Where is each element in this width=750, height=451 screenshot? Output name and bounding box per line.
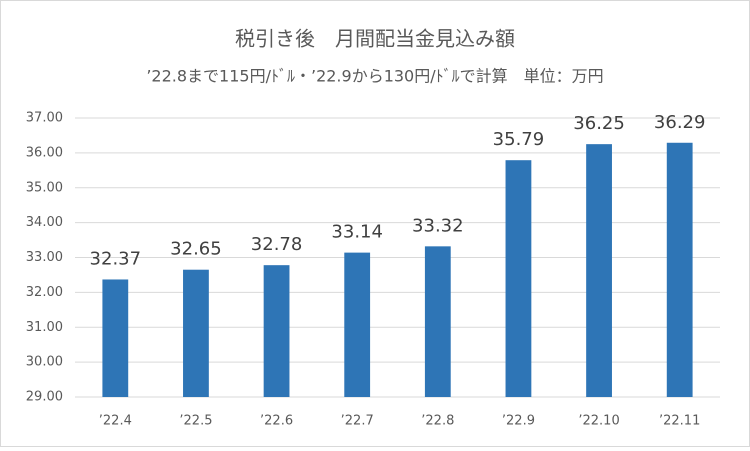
bar (183, 269, 209, 397)
y-tick-label: 34.00 (26, 215, 63, 230)
bar (424, 246, 451, 397)
bar (344, 252, 371, 397)
data-label: 32.78 (251, 234, 303, 255)
chart-title: 税引き後 月間配当金見込み額 (235, 27, 515, 51)
x-tick-label: ’22.7 (341, 414, 374, 429)
y-tick-label: 33.00 (26, 250, 63, 265)
data-label: 32.37 (90, 248, 142, 269)
y-tick-label: 36.00 (26, 145, 63, 160)
bar (505, 160, 532, 397)
bar (586, 144, 612, 397)
y-tick-label: 31.00 (26, 320, 63, 335)
x-tick-label: ’22.8 (421, 414, 454, 429)
y-tick-label: 35.00 (26, 180, 63, 195)
x-tick-label: ’22.11 (659, 414, 700, 429)
y-tick-label: 32.00 (26, 285, 63, 300)
bar (263, 265, 290, 397)
x-tick-label: ’22.4 (99, 414, 132, 429)
x-tick-label: ’22.5 (179, 414, 212, 429)
data-label: 36.25 (573, 113, 625, 134)
y-tick-label: 30.00 (26, 355, 63, 370)
data-label: 35.79 (493, 129, 545, 150)
data-label: 33.32 (412, 215, 464, 236)
chart-subtitle: ’22.8まで115円/ﾄﾞﾙ・’22.9から130円/ﾄﾞﾙで計算 単位：万円 (146, 67, 603, 86)
data-label: 36.29 (654, 112, 706, 133)
x-tick-label: ’22.10 (578, 414, 619, 429)
data-label: 32.65 (170, 239, 222, 260)
y-tick-label: 29.00 (26, 390, 63, 405)
x-tick-label: ’22.9 (502, 414, 535, 429)
y-tick-label: 37.00 (26, 111, 63, 126)
bar (666, 142, 693, 397)
bar (102, 279, 129, 397)
data-label: 33.14 (331, 222, 383, 243)
x-tick-label: ’22.6 (260, 414, 293, 429)
